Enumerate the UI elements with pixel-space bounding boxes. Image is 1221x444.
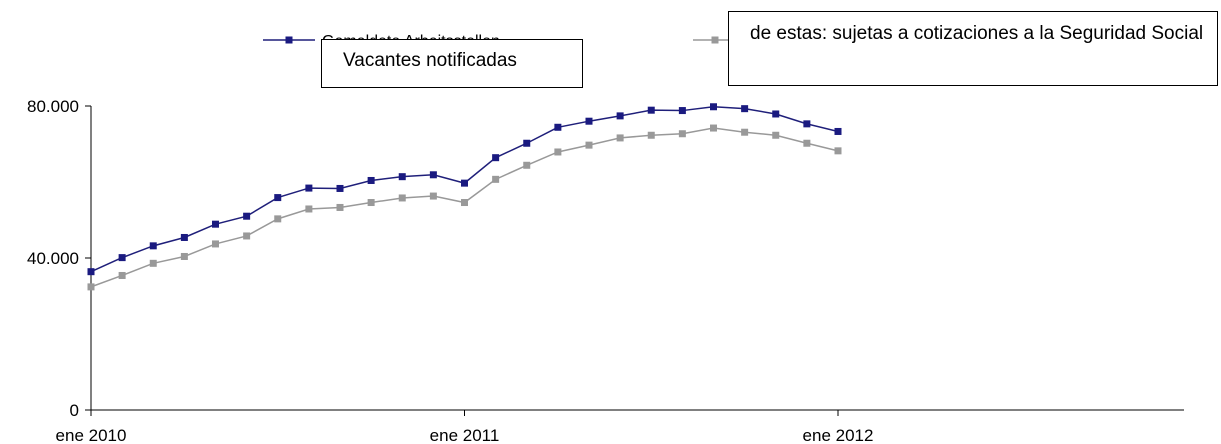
data-point-series-1 xyxy=(616,112,624,120)
data-point-series-2 xyxy=(616,134,624,142)
data-point-series-1 xyxy=(367,176,375,184)
data-point-series-1 xyxy=(803,120,811,128)
legend-label-box-cotizaciones: de estas: sujetas a cotizaciones a la Se… xyxy=(728,11,1218,86)
data-point-series-1 xyxy=(523,139,531,147)
data-point-series-2 xyxy=(243,232,251,240)
data-point-series-1 xyxy=(741,105,749,113)
data-point-series-2 xyxy=(118,271,126,279)
series-line-1 xyxy=(90,106,839,273)
data-point-series-2 xyxy=(647,131,655,139)
data-point-series-2 xyxy=(398,194,406,202)
data-point-series-1 xyxy=(647,106,655,114)
data-point-series-2 xyxy=(834,147,842,155)
data-point-series-2 xyxy=(87,283,95,291)
data-point-series-2 xyxy=(803,139,811,147)
data-point-series-2 xyxy=(710,124,717,132)
data-point-series-1 xyxy=(118,254,126,262)
legend-label-cotizaciones: de estas: sujetas a cotizaciones a la Se… xyxy=(750,23,1204,44)
data-point-series-2 xyxy=(772,131,780,139)
data-point-series-1 xyxy=(585,117,593,125)
data-point-series-2 xyxy=(523,161,531,169)
data-point-series-2 xyxy=(274,215,282,223)
data-point-series-2 xyxy=(429,192,437,200)
axes: 0 40.000 80.000 ene 2010 ene 2011 ene 2012 xyxy=(27,97,1184,444)
data-point-series-1 xyxy=(429,171,437,179)
y-tick-label: 0 xyxy=(70,401,79,420)
data-point-series-1 xyxy=(834,127,842,135)
data-point-series-1 xyxy=(772,110,780,118)
data-point-series-1 xyxy=(149,242,157,250)
data-point-series-1 xyxy=(678,107,686,115)
x-tick-label: ene 2010 xyxy=(56,426,127,444)
data-point-series-2 xyxy=(678,130,686,138)
data-point-series-2 xyxy=(461,199,468,207)
x-tick-label: ene 2012 xyxy=(803,426,874,444)
data-point-series-2 xyxy=(180,252,188,260)
y-tick-label: 40.000 xyxy=(27,249,79,268)
data-point-series-1 xyxy=(492,154,500,162)
data-point-series-2 xyxy=(554,148,562,156)
data-point-series-2 xyxy=(492,175,500,183)
data-point-series-2 xyxy=(149,259,157,267)
data-point-series-1 xyxy=(336,184,344,192)
data-point-series-1 xyxy=(212,220,219,228)
data-point-series-1 xyxy=(710,103,717,111)
data-point-series-2 xyxy=(585,141,593,149)
legend-marker-series-1 xyxy=(285,36,293,44)
data-point-series-1 xyxy=(274,194,282,202)
data-point-series-2 xyxy=(741,128,749,136)
legend-label-vacantes: Vacantes notificadas xyxy=(343,50,517,71)
data-point-series-2 xyxy=(212,240,219,248)
legend-marker-series-2 xyxy=(711,36,719,44)
data-point-series-1 xyxy=(305,184,313,192)
legend-label-box-vacantes: Vacantes notificadas xyxy=(321,39,583,88)
data-point-series-2 xyxy=(367,199,375,207)
data-point-series-1 xyxy=(180,233,188,241)
data-point-series-1 xyxy=(554,123,562,131)
x-tick-label: ene 2011 xyxy=(430,426,500,444)
data-point-series-1 xyxy=(87,268,95,276)
data-point-series-2 xyxy=(336,203,344,211)
data-point-series-1 xyxy=(243,212,251,220)
series-line-2 xyxy=(90,127,839,288)
data-point-series-1 xyxy=(461,179,468,187)
series-layer xyxy=(87,103,842,291)
data-point-series-2 xyxy=(305,205,313,213)
data-point-series-1 xyxy=(398,173,406,181)
y-tick-label: 80.000 xyxy=(27,97,79,116)
